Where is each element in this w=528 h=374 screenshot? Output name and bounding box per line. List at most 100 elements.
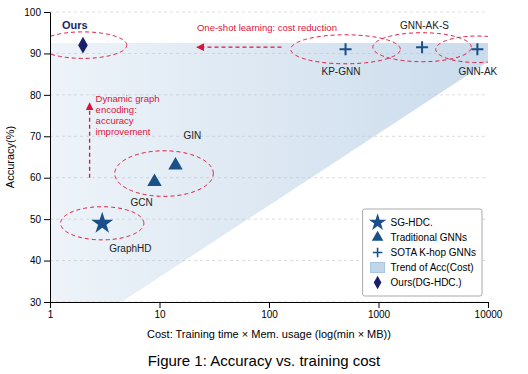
series [78,37,88,54]
y-tick-mark [44,95,50,96]
point-label: GNN-AK [458,66,497,77]
legend-box [363,209,482,296]
legend-label: Ours(DG-HDC.) [391,277,462,288]
grid [50,12,488,302]
y-tick-label: 40 [30,255,42,266]
highlight-ellipse [115,151,214,197]
y-tick-mark [44,302,50,303]
chart-title: Figure 1: Accuracy vs. training cost [148,352,381,369]
legend-item: Traditional GNNs [372,231,467,243]
legend-item: Ours(DG-HDC.) [374,276,462,289]
y-tick: 90 [30,48,50,59]
annotations: One-shot learning: cost reduction Dynamic… [90,22,337,178]
legend-symbol [369,213,387,230]
legend-symbol [373,248,383,258]
x-tick-label: 10000 [475,309,503,320]
point [416,41,428,53]
point-label: GraphHD [109,243,151,254]
y-tick: 40 [30,255,50,266]
point [91,212,113,233]
point-labels: GraphHD GCN GIN KP-GNN GNN-AK-S GNN-AK Ours [62,19,498,254]
x-tick: 10000 [475,302,503,320]
y-tick-label: 50 [30,214,42,225]
series [91,212,113,233]
x-axis: 1 10 100 1000 10000 [48,302,503,320]
x-tick-mark [488,302,489,308]
annotation-line: encoding: [96,104,137,115]
point-label: GNN-AK-S [400,20,449,31]
annotation-text: Dynamic graphencoding:accuracyimprovemen… [96,93,160,137]
legend-swatch [371,263,385,273]
legend-symbol [374,276,382,289]
y-tick: 60 [30,172,50,183]
point-label: GIN [184,130,202,141]
y-tick-mark [44,53,50,54]
series [147,157,182,186]
annotation-arrow [89,103,90,178]
highlight-ellipse [50,32,127,59]
legend-item: Trend of Acc(Cost) [371,262,474,273]
x-tick: 100 [261,302,278,320]
y-tick-mark [44,261,50,262]
y-tick-mark [44,136,50,137]
point [471,43,483,55]
y-tick-label: 60 [30,172,42,183]
x-tick: 1000 [368,302,391,320]
annotation-line: Dynamic graph [96,93,160,104]
point [168,157,182,169]
point-label: Ours [62,19,88,31]
y-tick-mark [44,12,50,13]
point [147,174,161,186]
x-tick-mark [379,302,380,308]
legend-symbol [372,231,384,241]
x-tick-mark [269,302,270,308]
y-tick: 50 [30,214,50,225]
legend-label: SOTA K-hop GNNs [391,247,476,258]
y-tick-mark [44,219,50,220]
chart: GraphHDGCNGINKP-GNNGNN-AK-SGNN-AKOursOne… [0,0,528,374]
y-axis-line [44,13,51,303]
highlight-ellipse [436,36,488,63]
annotation-line: accuracy [96,115,134,126]
x-tick: 1 [48,302,54,320]
y-tick-label: 70 [30,131,42,142]
x-tick-label: 100 [261,309,278,320]
highlight-ellipse [373,33,472,62]
point [340,43,352,55]
legend-item: SG-HDC. [369,213,433,230]
highlight-ellipse [61,207,144,240]
series [340,41,484,55]
x-tick-label: 1 [48,309,54,320]
x-axis-title: Cost: Training time × Mem. usage (log(mi… [147,328,391,340]
point-label: GCN [130,197,152,208]
y-tick-label: 80 [30,90,42,101]
y-tick: 100 [24,7,50,18]
annotation-line: One-shot learning: cost reduction [197,22,337,33]
y-tick-label: 90 [30,48,42,59]
legend: SG-HDC. Traditional GNNs SOTA K-hop GNNs Tr… [363,209,482,296]
trend-band [50,43,488,302]
x-tick: 10 [154,302,166,320]
point [78,37,88,54]
y-tick-mark [44,178,50,179]
x-tick-label: 1000 [368,309,391,320]
y-tick: 80 [30,90,50,101]
x-tick-label: 10 [154,309,166,320]
x-axis-line [51,303,489,309]
y-tick-label: 100 [24,7,41,18]
y-axis: 30 40 50 60 70 80 90 100 [24,7,50,308]
legend-label: SG-HDC. [391,217,433,228]
annotation-line: improvement [96,126,151,137]
annotation-text: One-shot learning: cost reduction [197,22,337,33]
y-tick: 70 [30,131,50,142]
legend-label: Traditional GNNs [391,232,467,243]
plot-area [50,32,488,302]
point-label: KP-GNN [322,66,361,77]
x-tick-mark [160,302,161,308]
grid-line [50,12,488,13]
legend-item: SOTA K-hop GNNs [373,247,476,258]
annotation-arrow [197,47,281,48]
y-tick-label: 30 [30,297,42,308]
highlight-ellipse [291,35,401,64]
legend-label: Trend of Acc(Cost) [391,262,474,273]
